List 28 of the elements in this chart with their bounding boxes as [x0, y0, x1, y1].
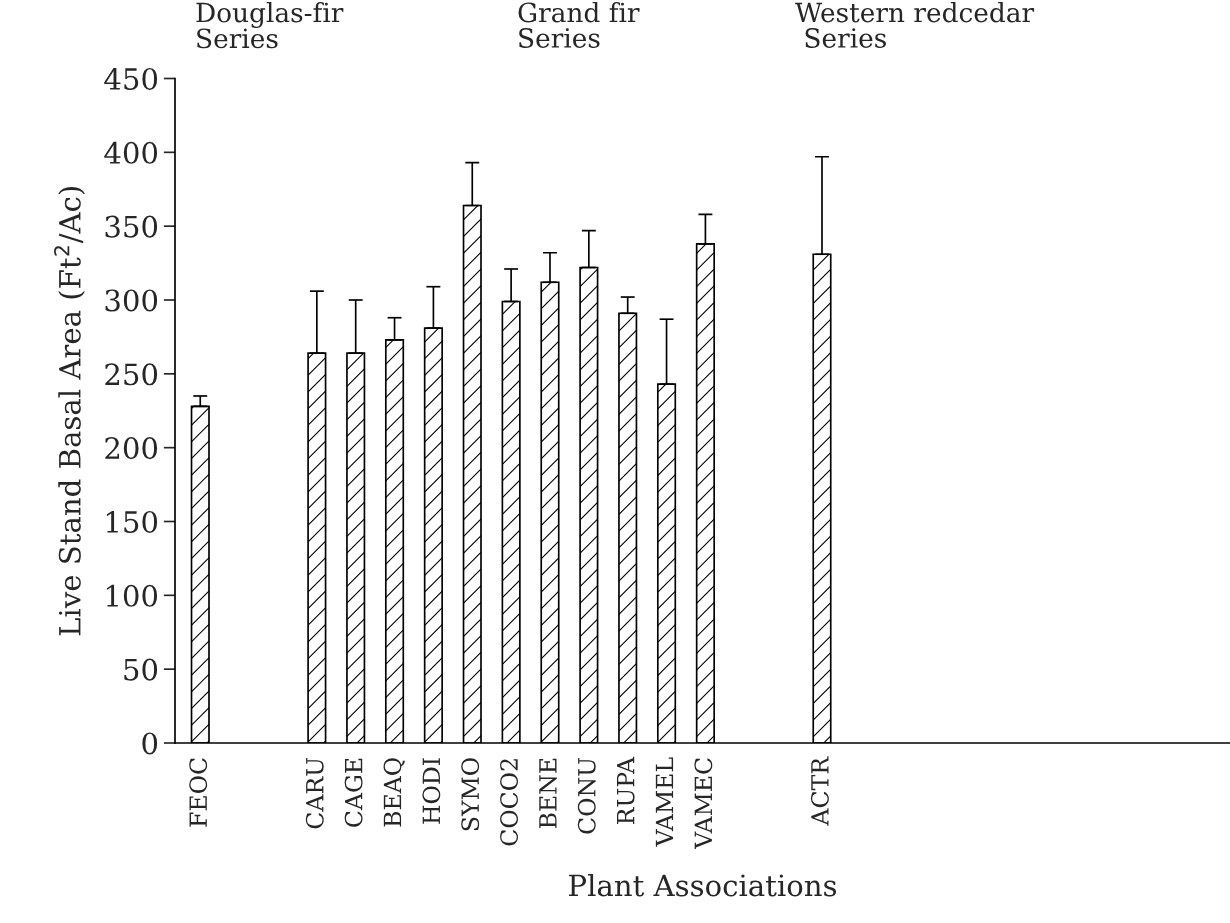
- x-tick-label: VAMEL: [655, 757, 674, 847]
- x-tick-label: VAMEC: [694, 758, 713, 850]
- y-axis-title: Live Stand Basal Area (Ft$^{2}$/Ac): [54, 187, 85, 636]
- y-tick-label: 450: [104, 67, 158, 90]
- x-tick-label: HODI: [422, 758, 441, 824]
- x-tick-label: BENE: [539, 758, 557, 829]
- x-tick-label: RUPA: [617, 756, 635, 825]
- y-tick-label: 0: [142, 732, 158, 755]
- x-tick-label: SYMO: [461, 758, 480, 831]
- x-axis-title: Plant Associations: [569, 873, 837, 897]
- y-tick-label: 200: [105, 437, 158, 460]
- text: Western redcedar Series: [795, 2, 1035, 48]
- y-tick-label: 400: [104, 141, 158, 164]
- y-tick-label: 250: [105, 363, 158, 386]
- x-tick-label: BEAQ: [383, 758, 405, 827]
- text: Grand fir Series: [518, 2, 640, 48]
- x-tick-label: CARU: [305, 757, 324, 829]
- y-tick-label: 150: [106, 510, 158, 533]
- x-tick-label: CAGE: [344, 758, 363, 827]
- x-tick-label: CONU: [577, 757, 596, 834]
- x-tick-label: COCO2: [500, 759, 518, 846]
- y-tick-label: 50: [124, 658, 158, 681]
- x-tick-label: FEOC: [189, 758, 208, 827]
- y-tick-label: 350: [105, 215, 158, 238]
- x-tick-label: ACTR: [810, 756, 829, 826]
- y-tick-label: 100: [106, 584, 158, 607]
- y-tick-label: 300: [105, 289, 158, 312]
- text: Douglas-fir Series: [196, 2, 344, 49]
